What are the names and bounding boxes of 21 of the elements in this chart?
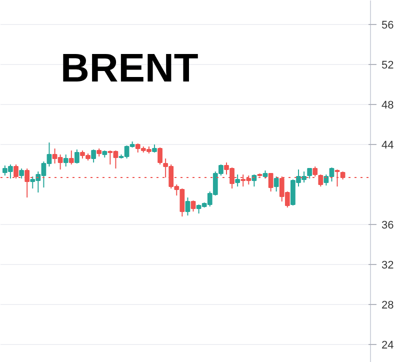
candlestick: [274, 176, 279, 192]
candlestick: [235, 174, 240, 187]
candlestick: [74, 149, 80, 164]
candlestick: [19, 168, 24, 179]
y-tick-label: 44: [382, 140, 394, 152]
y-tick-label: 56: [382, 20, 394, 32]
candlestick: [312, 166, 318, 177]
candlestick: [158, 147, 162, 165]
y-tick-label: 32: [382, 260, 394, 272]
candlestick: [190, 200, 196, 212]
y-tick-label: 48: [382, 100, 394, 112]
y-tick-label: 28: [382, 300, 394, 312]
y-tick-label: 36: [382, 220, 394, 232]
text: BRENT: [60, 46, 198, 90]
candlestick: [185, 197, 190, 216]
candlestick: [307, 168, 312, 179]
candlestick: [91, 149, 96, 163]
y-tick-label: 52: [382, 60, 394, 72]
candlestick: [68, 150, 74, 165]
candlestick: [63, 154, 68, 167]
y-tick-label: 24: [382, 340, 394, 352]
